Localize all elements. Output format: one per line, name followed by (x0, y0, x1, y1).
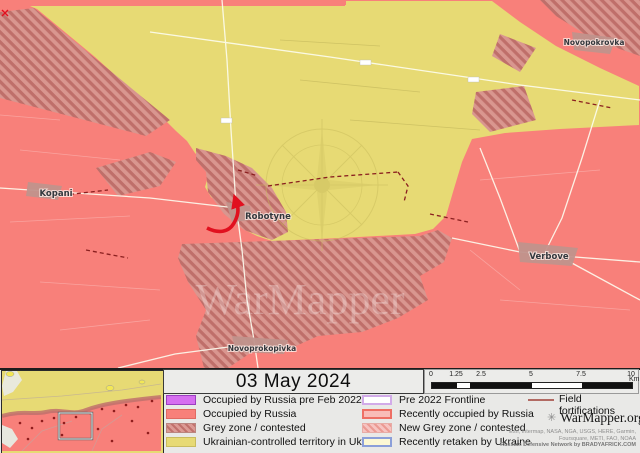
inset-city-markers (5, 371, 146, 391)
compass-rose-watermark (256, 119, 388, 251)
attribution: Esri, Intermap, NASA, NGA, USGS, HERE, G… (500, 429, 636, 449)
scale-tick: 7.5 (576, 371, 586, 378)
scale-bar: 0 1.25 2.5 5 7.5 10 Km (424, 369, 640, 394)
road-shield (220, 59, 480, 124)
inset-occupied-region (2, 397, 161, 451)
inset-extent-box[interactable] (58, 412, 93, 440)
advance-arrow (206, 193, 245, 234)
scale-bar-segments (431, 382, 633, 389)
inset-overview-map[interactable] (1, 370, 164, 453)
town-label-novopokrovka: Novopokrovka (564, 38, 625, 47)
attribution-line-1: Esri, Intermap, NASA, NGA, USGS, HERE, G… (509, 429, 636, 435)
inset-river (2, 371, 22, 396)
legend-item-recently-retaken: Recently retaken by Ukraine (362, 436, 534, 448)
legend-right-column: Pre 2022 Frontline Recently occupied by … (362, 394, 534, 448)
date-title: 03 May 2024 (235, 370, 352, 392)
field-fortifications-label: Field fortifications (559, 393, 616, 417)
date-title-box: 03 May 2024 (163, 369, 424, 394)
field-fortifications-line-sample (528, 399, 554, 401)
scale-tick: 1.25 (449, 371, 463, 378)
inset-town-dots (18, 399, 154, 443)
swatch-grey-zone (166, 422, 196, 433)
scale-tick: 2.5 (476, 371, 486, 378)
field-fortification-lines (55, 99, 613, 259)
town-label-verbove: Verbove (529, 252, 569, 262)
swatch-recently-occupied (362, 408, 392, 419)
attribution-line-3: Russian Defensive Network by BRADYAFRICK… (500, 442, 636, 448)
scale-tick: 0 (429, 371, 433, 378)
legend-item-grey-zone: Grey zone / contested (166, 422, 385, 434)
inset-roads (21, 414, 123, 452)
swatch-recently-retaken (362, 436, 392, 447)
inset-river-delta (2, 425, 18, 448)
scale-tick: 5 (529, 371, 533, 378)
attribution-line-2: Foursquare, METI, FAO, NOAA (558, 435, 636, 442)
town-label-kopani: Kopani (39, 189, 72, 199)
warmapper-logo: ✳ WarMapper.org (547, 410, 640, 426)
town-label-robotyne: Robotyne (245, 212, 291, 222)
urban-areas (26, 32, 616, 354)
town-label-novoprokopivka: Novoprokopivka (228, 344, 297, 353)
swatch-new-grey-zone (362, 422, 392, 433)
field-boundaries-yellow (279, 39, 481, 131)
ukraine-controlled-region (30, 1, 639, 241)
legend-item-pre-2022-frontline: Pre 2022 Frontline (362, 394, 534, 406)
inset-map-canvas (1, 371, 162, 452)
main-map[interactable]: WarMapper Kopani Robotyne Novoprokopivka… (0, 0, 640, 369)
swatch-occupied-pre-2022 (166, 394, 196, 405)
legend-item-occupied-pre-2022: Occupied by Russia pre Feb 2022 (166, 394, 385, 406)
compass-star-icon: ✳ (547, 411, 557, 424)
legend-left-column: Occupied by Russia pre Feb 2022 Occupied… (166, 394, 385, 448)
map-watermark: WarMapper (195, 275, 404, 324)
scale-unit: Km (629, 376, 640, 383)
logo-text: WarMapper.org (560, 410, 640, 425)
map-marker-x (1, 9, 9, 17)
swatch-pre-2022-frontline (362, 394, 392, 405)
legend-item-recently-occupied: Recently occupied by Russia (362, 408, 534, 420)
swatch-occupied (166, 408, 196, 419)
swatch-ukraine-controlled (166, 436, 196, 447)
legend-item-occupied: Occupied by Russia (166, 408, 385, 420)
legend-item-new-grey-zone: New Grey zone / contested (362, 422, 534, 434)
scale-tick: 10 (627, 371, 635, 378)
scale-tick-labels: 0 1.25 2.5 5 7.5 10 (429, 371, 635, 380)
main-map-canvas: WarMapper Kopani Robotyne Novoprokopivka… (0, 0, 640, 369)
legend-item-ukraine-controlled: Ukrainian-controlled territory in Ukrain… (166, 436, 385, 448)
top-red-strip (0, 0, 346, 5)
field-boundaries (0, 114, 631, 331)
